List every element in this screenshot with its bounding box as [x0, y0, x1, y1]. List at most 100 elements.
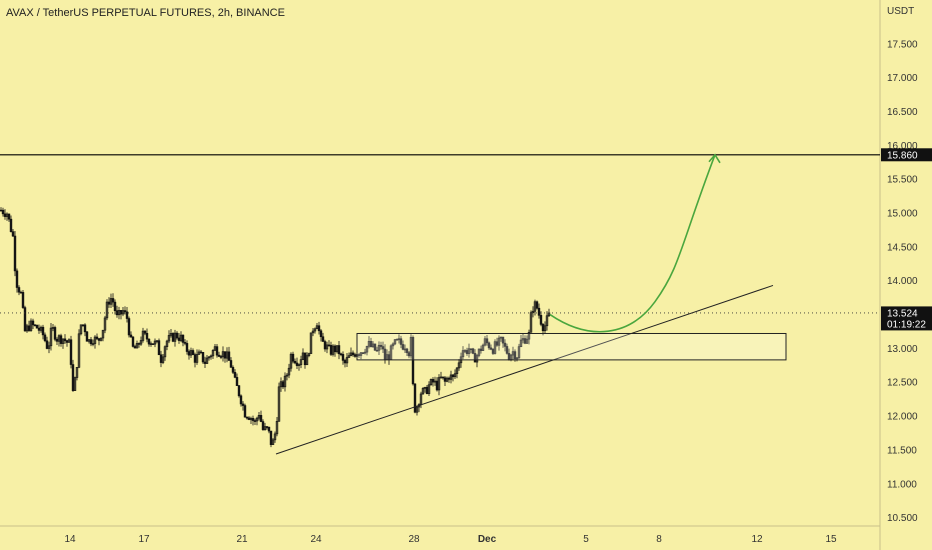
candle: [9, 215, 13, 233]
candle: [171, 332, 175, 343]
candle: [103, 315, 107, 334]
candle: [17, 285, 21, 296]
candle: [411, 335, 415, 386]
candle: [195, 349, 199, 365]
x-tick-label: 8: [656, 534, 662, 545]
candle: [85, 330, 89, 342]
candle: [477, 348, 481, 358]
y-tick-label: 15.500: [887, 175, 918, 186]
candle: [143, 330, 147, 336]
x-tick-label: 14: [64, 534, 76, 545]
candle: [391, 342, 395, 350]
candle: [239, 394, 243, 407]
y-tick-label: 15.000: [887, 209, 918, 220]
trendline[interactable]: [275, 284, 774, 455]
candle: [321, 332, 325, 342]
projection-arrow-head: [708, 153, 721, 164]
candle: [427, 381, 431, 396]
candle: [487, 341, 491, 350]
time-axis[interactable]: 14 17 21 24 28 Dec 5 8 12 15: [64, 534, 837, 545]
candle: [413, 383, 417, 414]
y-tick-label: 11.000: [887, 479, 917, 490]
candle: [497, 335, 501, 351]
candle: [243, 403, 247, 418]
x-tick-label: 28: [408, 534, 420, 545]
candle: [309, 332, 313, 354]
candle: [99, 337, 103, 342]
candle: [215, 344, 219, 358]
candle: [545, 311, 549, 331]
price-axis[interactable]: 10.500 11.000 11.500 12.000 12.500 13.000 13.5…: [881, 39, 932, 524]
candle: [453, 369, 457, 380]
candle: [105, 299, 109, 321]
candle: [525, 335, 529, 344]
candle: [73, 376, 77, 391]
candle: [421, 387, 425, 395]
candle: [381, 341, 385, 353]
resistance-price-tag: 15.860: [881, 148, 932, 162]
candle: [217, 351, 221, 358]
candle: [291, 351, 295, 364]
candle: [501, 336, 505, 348]
candle: [93, 335, 97, 349]
candle: [399, 335, 403, 349]
candle: [131, 336, 135, 348]
candle: [311, 327, 315, 337]
candle: [271, 438, 275, 445]
candle: [121, 307, 125, 317]
zone-rectangle[interactable]: [356, 332, 787, 361]
candle: [161, 353, 165, 365]
candle: [205, 355, 209, 364]
candle: [153, 338, 157, 348]
candle: [527, 329, 531, 345]
candle: [191, 348, 195, 356]
candle: [123, 306, 127, 315]
candle: [431, 377, 435, 387]
candle: [493, 339, 497, 355]
candle: [259, 410, 263, 423]
candle: [145, 328, 149, 343]
candle: [127, 316, 131, 338]
candle: [157, 338, 161, 356]
candle: [233, 369, 237, 379]
x-tick-label: Dec: [478, 534, 497, 545]
candle: [405, 347, 409, 356]
candle: [337, 341, 341, 360]
candle: [299, 355, 303, 369]
candle: [305, 352, 309, 366]
candle: [539, 311, 543, 327]
candle: [457, 359, 461, 371]
candle: [229, 357, 233, 368]
candle: [471, 347, 475, 355]
candle: [231, 365, 235, 374]
candle: [11, 229, 15, 237]
x-tick-label: 24: [310, 534, 322, 545]
candle: [263, 422, 267, 431]
candle: [531, 306, 535, 318]
candle: [31, 318, 35, 329]
candle: [91, 339, 95, 347]
candle: [481, 343, 485, 351]
candle: [441, 376, 445, 380]
candle: [485, 335, 489, 346]
candle: [15, 268, 19, 293]
candle: [547, 308, 551, 318]
y-tick-label: 13.000: [887, 344, 918, 355]
candle: [365, 345, 369, 356]
candle: [101, 329, 105, 342]
projection-curve[interactable]: [549, 154, 716, 333]
candle: [455, 366, 459, 379]
y-tick-label: 12.000: [887, 412, 918, 423]
candle: [307, 352, 311, 358]
candle: [165, 339, 169, 351]
candle: [359, 352, 363, 360]
candle: [201, 352, 205, 364]
x-tick-label: 17: [138, 534, 150, 545]
x-tick-label: 12: [751, 534, 763, 545]
candle: [467, 343, 471, 358]
candle: [53, 325, 57, 342]
candle: [147, 338, 151, 347]
candle: [519, 334, 523, 348]
